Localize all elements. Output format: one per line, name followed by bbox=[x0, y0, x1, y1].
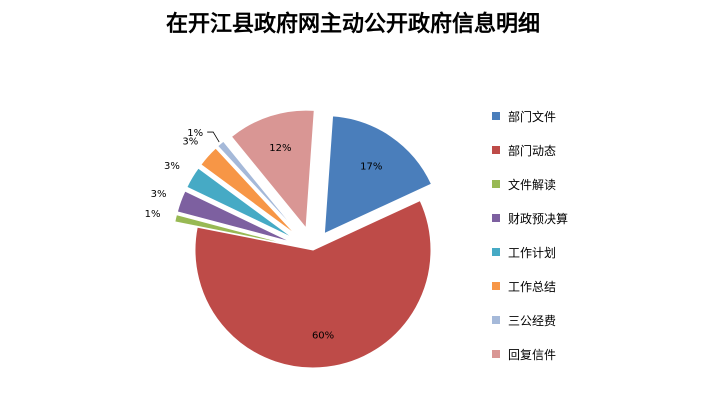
pie-slice-2 bbox=[194, 199, 432, 369]
pie-slice-4 bbox=[176, 190, 292, 243]
legend-swatch bbox=[492, 214, 500, 222]
slice-label-7: 1% bbox=[187, 128, 203, 139]
legend-item: 文件解读 bbox=[492, 167, 568, 201]
pie-slice-8 bbox=[230, 109, 315, 230]
slice-label-1: 17% bbox=[360, 162, 382, 173]
legend-label: 回复信件 bbox=[508, 347, 557, 362]
legend-swatch bbox=[492, 112, 500, 120]
leader-line bbox=[207, 131, 220, 143]
chart-title: 在开江县政府网主动公开政府信息明细 bbox=[165, 11, 540, 37]
legend-item: 回复信件 bbox=[492, 337, 568, 371]
legend-label: 财政预决算 bbox=[508, 211, 569, 226]
legend-label: 文件解读 bbox=[508, 177, 557, 192]
pie-slices bbox=[174, 109, 433, 369]
legend-label: 工作总结 bbox=[508, 279, 557, 294]
legend-item: 三公经费 bbox=[492, 303, 568, 337]
slice-label-2: 60% bbox=[312, 330, 334, 341]
pie-slice-3 bbox=[174, 214, 291, 246]
slice-label-4: 3% bbox=[151, 189, 167, 200]
legend: 部门文件部门动态文件解读财政预决算工作计划工作总结三公经费回复信件 bbox=[492, 99, 568, 371]
pie-slice-5 bbox=[186, 167, 294, 239]
pie-slice-7 bbox=[217, 140, 299, 233]
legend-label: 工作计划 bbox=[508, 245, 557, 260]
legend-item: 部门动态 bbox=[492, 133, 568, 167]
slice-label-5: 3% bbox=[164, 161, 180, 172]
legend-swatch bbox=[492, 282, 500, 290]
legend-item: 工作计划 bbox=[492, 235, 568, 269]
legend-label: 三公经费 bbox=[508, 313, 557, 328]
legend-swatch bbox=[492, 180, 500, 188]
pie-labels: 17%60%1%3%3%3%1%12% bbox=[145, 128, 383, 341]
slice-label-3: 1% bbox=[145, 209, 161, 220]
legend-swatch bbox=[492, 248, 500, 256]
legend-item: 部门文件 bbox=[492, 99, 568, 133]
legend-swatch bbox=[492, 316, 500, 324]
slice-label-6: 3% bbox=[182, 136, 198, 147]
slice-label-8: 12% bbox=[269, 143, 291, 154]
pie-slice-1 bbox=[323, 115, 433, 235]
legend-label: 部门动态 bbox=[508, 143, 557, 158]
legend-swatch bbox=[492, 350, 500, 358]
legend-swatch bbox=[492, 146, 500, 154]
pie-slice-6 bbox=[200, 147, 297, 236]
legend-item: 工作总结 bbox=[492, 269, 568, 303]
legend-item: 财政预决算 bbox=[492, 201, 568, 235]
legend-label: 部门文件 bbox=[508, 109, 557, 124]
